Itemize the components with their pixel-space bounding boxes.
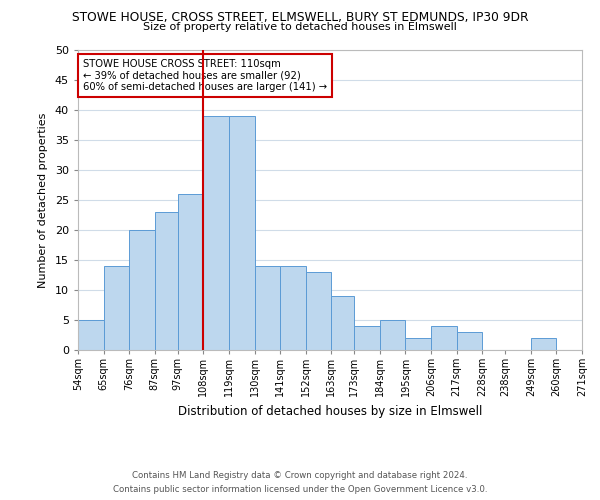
Bar [280, 266, 305, 350]
Bar [104, 266, 129, 350]
Bar [178, 194, 203, 350]
Bar [78, 320, 104, 350]
Bar [254, 266, 280, 350]
Bar [331, 296, 355, 350]
Bar [229, 116, 254, 350]
Bar [203, 116, 229, 350]
Y-axis label: Number of detached properties: Number of detached properties [38, 112, 48, 288]
Text: Size of property relative to detached houses in Elmswell: Size of property relative to detached ho… [143, 22, 457, 32]
X-axis label: Distribution of detached houses by size in Elmswell: Distribution of detached houses by size … [178, 404, 482, 417]
Text: STOWE HOUSE, CROSS STREET, ELMSWELL, BURY ST EDMUNDS, IP30 9DR: STOWE HOUSE, CROSS STREET, ELMSWELL, BUR… [72, 11, 528, 24]
Bar [129, 230, 155, 350]
Text: Contains HM Land Registry data © Crown copyright and database right 2024.
Contai: Contains HM Land Registry data © Crown c… [113, 472, 487, 494]
Text: STOWE HOUSE CROSS STREET: 110sqm
← 39% of detached houses are smaller (92)
60% o: STOWE HOUSE CROSS STREET: 110sqm ← 39% o… [83, 59, 327, 92]
Bar [457, 332, 482, 350]
Bar [355, 326, 380, 350]
Bar [380, 320, 406, 350]
Bar [431, 326, 457, 350]
Bar [305, 272, 331, 350]
Bar [406, 338, 431, 350]
Bar [155, 212, 178, 350]
Bar [531, 338, 556, 350]
